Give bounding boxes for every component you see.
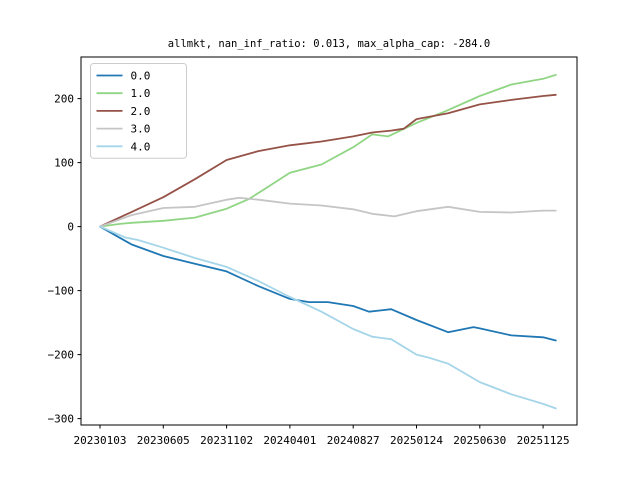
- x-axis-tick-label: 20250630: [453, 434, 506, 447]
- y-axis-tick-label: −300: [48, 413, 75, 426]
- series-line-1.0: [99, 74, 557, 228]
- series-line-0.0: [99, 225, 557, 342]
- series-line-3.0: [99, 196, 557, 228]
- x-axis-tick-label: 20230605: [137, 434, 190, 447]
- series-line-4.0: [99, 225, 557, 410]
- y-axis-tick-label: −200: [48, 349, 75, 362]
- series-line-2.0: [99, 93, 557, 228]
- axes-spines: [80, 56, 578, 426]
- x-axis-tick-label: 20240401: [263, 434, 316, 447]
- y-axis-tick-label: 200: [54, 93, 74, 106]
- x-axis-tick-label: 20251125: [517, 434, 570, 447]
- y-axis-tick-label: 0: [67, 221, 74, 234]
- y-axis-tick-label: 100: [54, 157, 74, 170]
- x-axis-tick-label: 20250124: [390, 434, 443, 447]
- x-axis-tick-label: 20231102: [200, 434, 253, 447]
- x-axis-tick-label: 20230103: [74, 434, 127, 447]
- legend-box: [90, 63, 187, 159]
- legend-label-2.0: 2.0: [131, 105, 151, 118]
- y-axis-tick-label: −100: [48, 285, 75, 298]
- legend-label-4.0: 4.0: [131, 140, 151, 153]
- legend-label-3.0: 3.0: [131, 123, 151, 136]
- chart-title: allmkt, nan_inf_ratio: 0.013, max_alpha_…: [168, 38, 490, 50]
- x-axis-tick-label: 20240827: [327, 434, 380, 447]
- legend-label-1.0: 1.0: [131, 87, 151, 100]
- legend-label-0.0: 0.0: [131, 70, 151, 83]
